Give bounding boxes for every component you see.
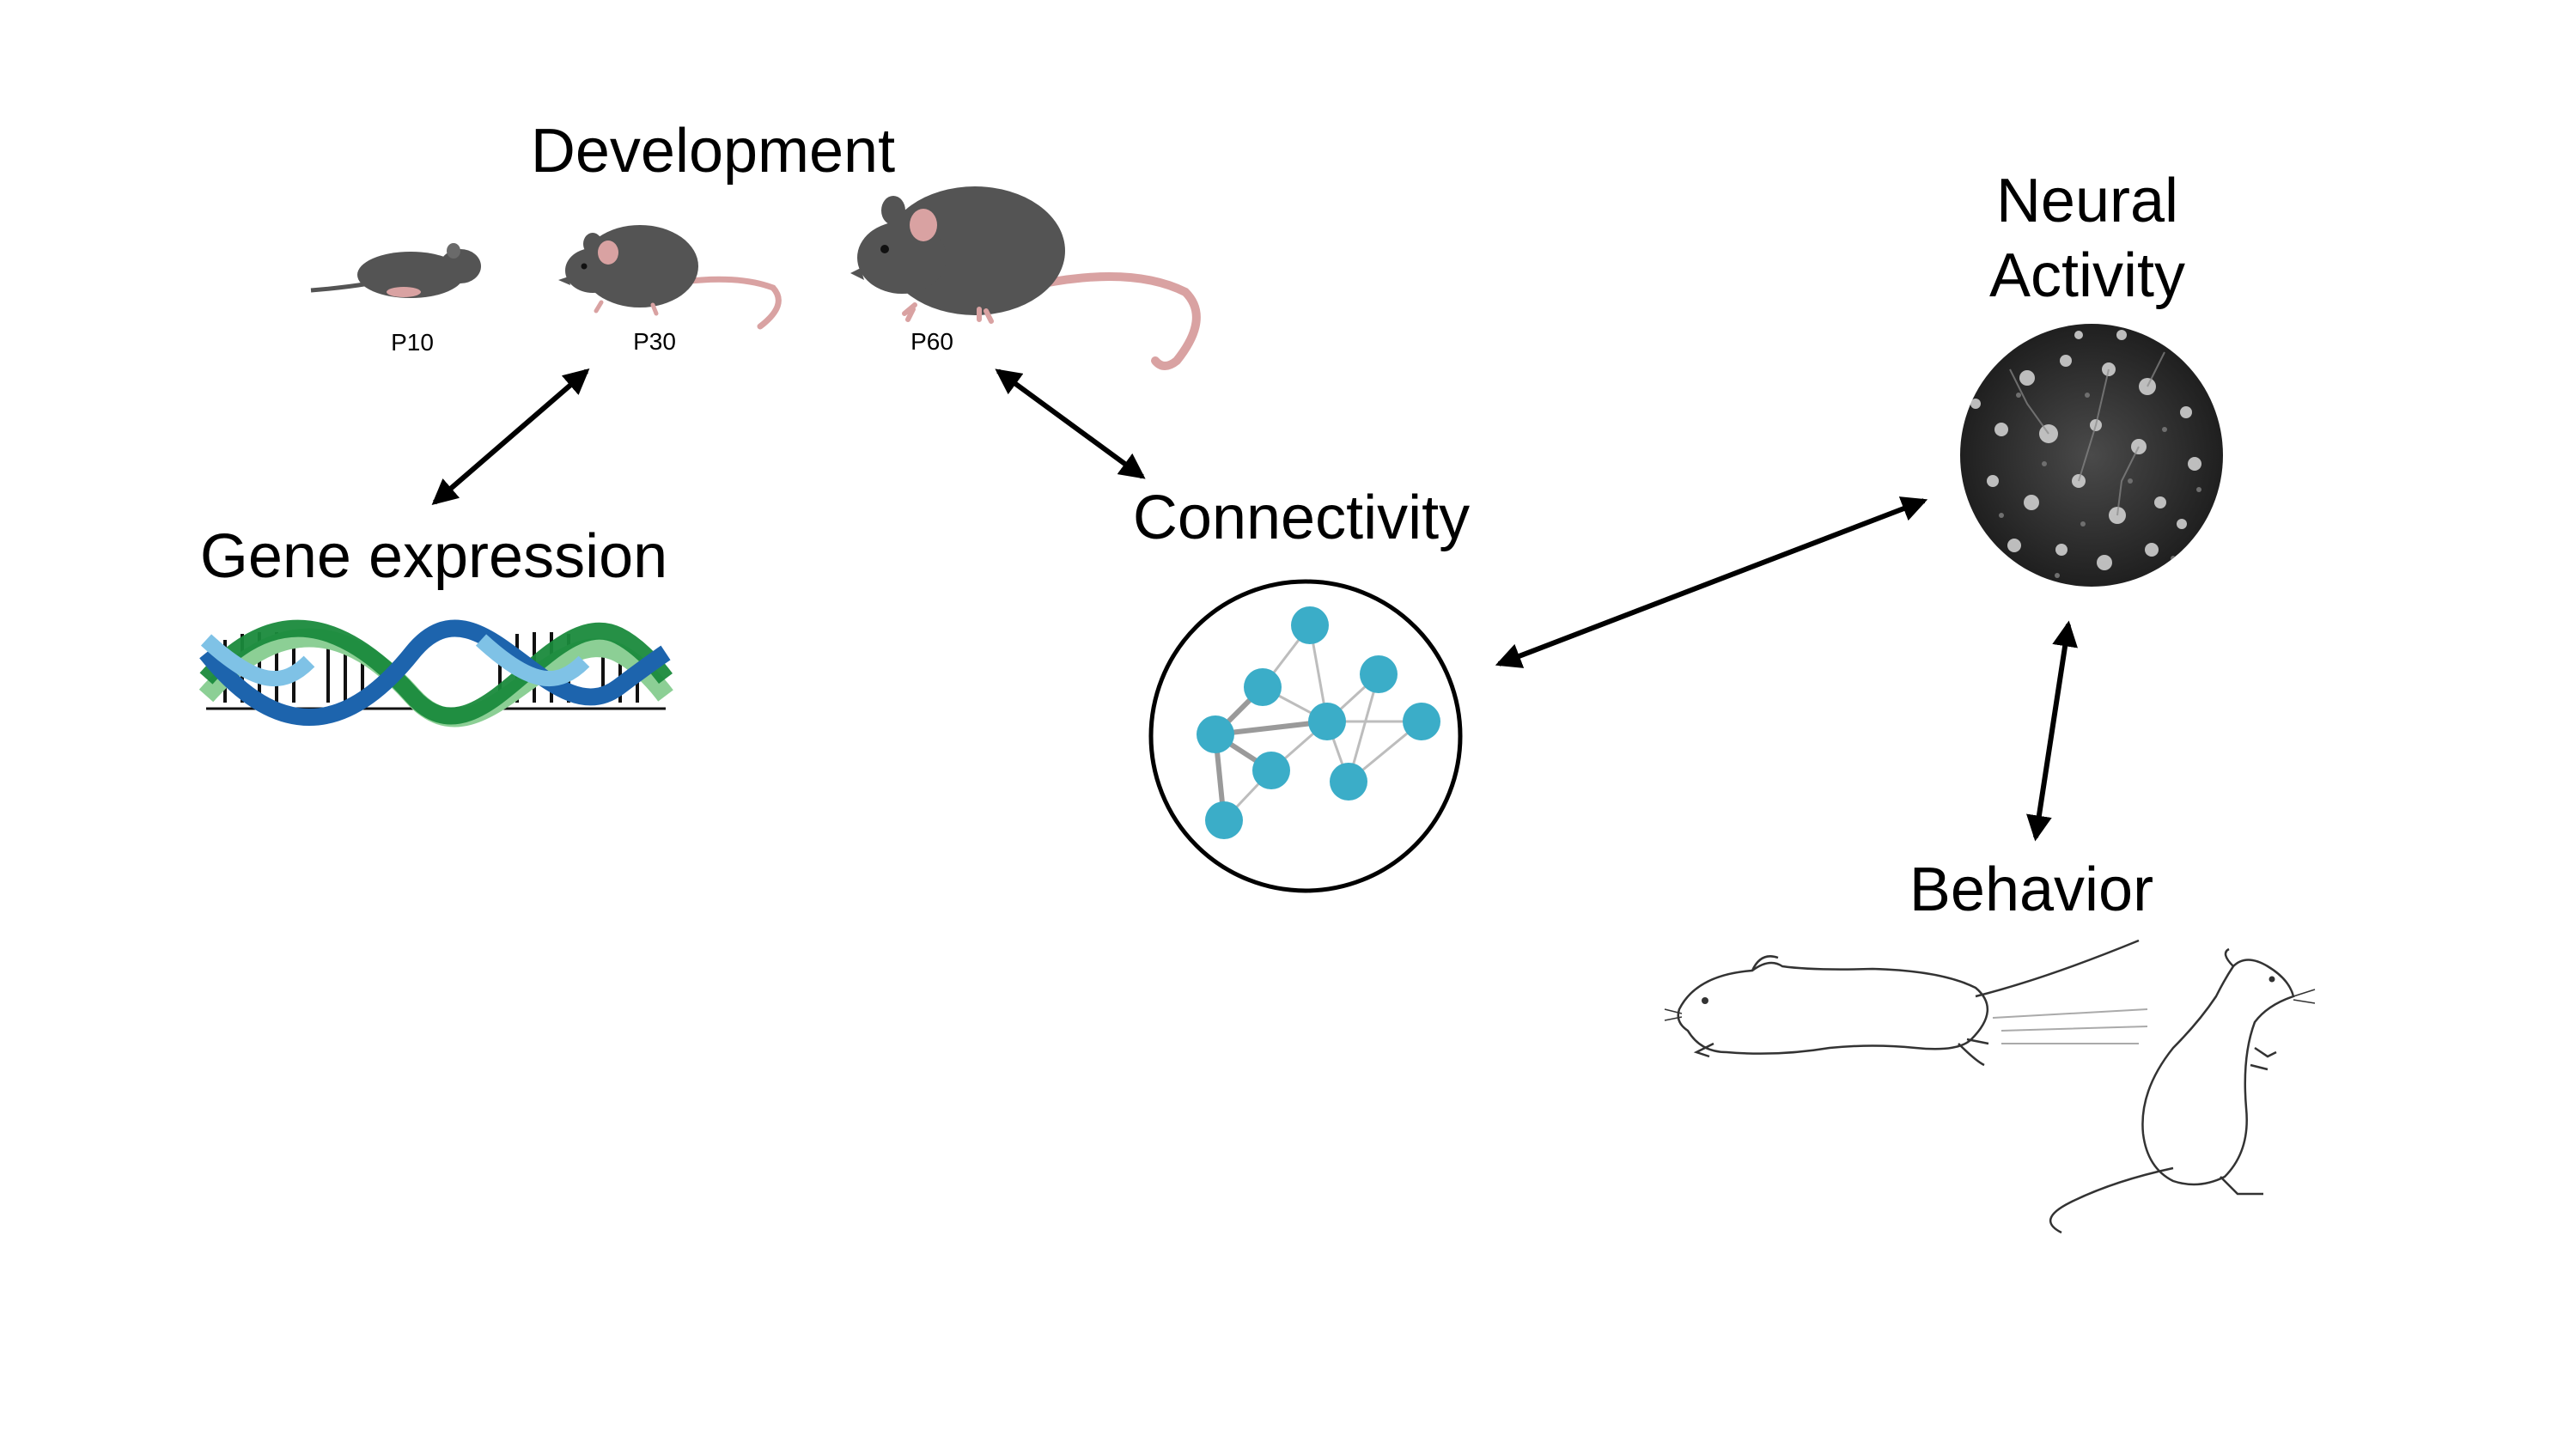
neural-imaging-icon: [1960, 324, 2223, 587]
mouse-p60-icon: [850, 186, 1201, 370]
running-mouse-icon: [1664, 939, 2148, 1067]
connectivity-title: Connectivity: [1133, 484, 1470, 552]
dna-helix-icon: [198, 619, 673, 728]
rearing-mouse-icon: [2049, 947, 2316, 1234]
age-label-p10: P10: [391, 329, 434, 356]
arrow-development-gene-expression: [431, 368, 590, 505]
neural-activity-title-line2: Activity: [1989, 241, 2185, 310]
mouse-p30-icon: [558, 225, 782, 330]
arrow-connectivity-neural-activity: [1495, 496, 1928, 668]
behavior-title: Behavior: [1909, 855, 2153, 924]
neural-activity-title-line1: Neural: [1996, 167, 2178, 235]
arrows-group: [431, 368, 2078, 842]
network-graph-icon: [1148, 579, 1463, 893]
gene-expression-title: Gene expression: [200, 522, 667, 591]
development-title: Development: [531, 117, 895, 186]
arrow-development-connectivity: [995, 368, 1146, 479]
mouse-p10-icon: [310, 243, 481, 298]
age-label-p30: P30: [633, 328, 676, 355]
age-label-p60: P60: [910, 328, 953, 355]
arrow-neural-activity-behavior: [2026, 620, 2078, 842]
